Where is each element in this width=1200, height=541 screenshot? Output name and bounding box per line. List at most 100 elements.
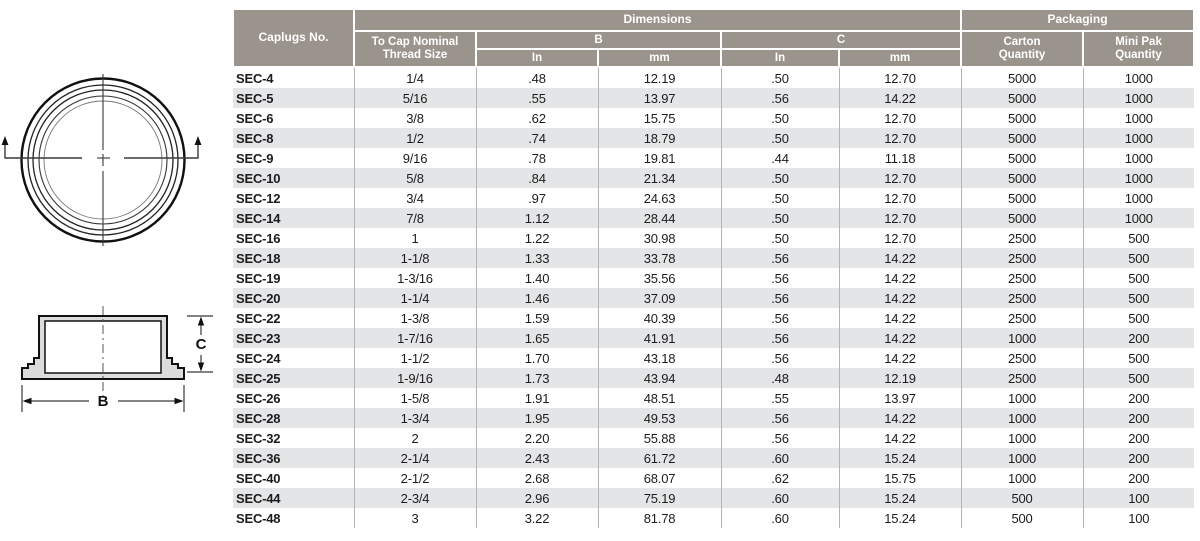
c-mm-cell: 15.24 (839, 508, 962, 528)
table-row: SEC-24 1-1/2 1.70 43.18.56 14.22 2500 500 (233, 348, 1195, 368)
b-mm-cell: 12.19 (598, 66, 722, 88)
thread-size-cell: 1/2 (354, 128, 477, 148)
table-row: SEC-9 9/16.78 19.81.44 11.18 5000 1000 (233, 148, 1195, 168)
c-mm-cell: 14.22 (839, 288, 962, 308)
mini-pak-quantity-cell: 200 (1083, 448, 1195, 468)
b-mm-cell: 15.75 (598, 108, 722, 128)
c-mm-cell: 12.19 (839, 368, 962, 388)
c-in-cell: .56 (721, 328, 840, 348)
b-in-cell: 1.22 (476, 228, 599, 248)
c-mm-cell: 15.75 (839, 468, 962, 488)
c-in-cell: .62 (721, 468, 840, 488)
thread-size-cell: 9/16 (354, 148, 477, 168)
caplugs-no-cell: SEC-4 (233, 66, 355, 88)
carton-quantity-cell: 2500 (961, 348, 1084, 368)
b-in-cell: 1.40 (476, 268, 599, 288)
b-in-cell: 2.96 (476, 488, 599, 508)
mini-pak-quantity-cell: 1000 (1083, 66, 1195, 88)
b-in-cell: 1.91 (476, 388, 599, 408)
c-in-cell: .56 (721, 428, 840, 448)
carton-quantity-cell: 5000 (961, 208, 1084, 228)
carton-quantity-cell: 1000 (961, 408, 1084, 428)
spec-table: Caplugs No. Dimensions Packaging To Cap … (232, 8, 1196, 528)
b-mm-cell: 49.53 (598, 408, 722, 428)
c-in-cell: .56 (721, 88, 840, 108)
caplugs-no-cell: SEC-36 (233, 448, 355, 468)
caplugs-no-cell: SEC-8 (233, 128, 355, 148)
b-in-cell: 2.68 (476, 468, 599, 488)
b-in-cell: .55 (476, 88, 599, 108)
mini-pak-quantity-cell: 500 (1083, 348, 1195, 368)
b-mm-cell: 19.81 (598, 148, 722, 168)
carton-quantity-cell: 2500 (961, 288, 1084, 308)
header-thread-size: To Cap Nominal Thread Size (353, 30, 477, 68)
c-in-cell: .56 (721, 408, 840, 428)
c-mm-cell: 15.24 (839, 488, 962, 508)
caplugs-no-cell: SEC-24 (233, 348, 355, 368)
caplugs-no-cell: SEC-40 (233, 468, 355, 488)
c-in-cell: .55 (721, 388, 840, 408)
header-carton-line2: Quantity (998, 49, 1046, 61)
c-mm-cell: 12.70 (839, 168, 962, 188)
up-arrowhead-icon (194, 136, 202, 145)
caplugs-no-cell: SEC-25 (233, 368, 355, 388)
c-in-cell: .60 (721, 488, 840, 508)
c-in-cell: .50 (721, 208, 840, 228)
carton-quantity-cell: 5000 (961, 128, 1084, 148)
b-in-cell: 1.73 (476, 368, 599, 388)
mini-pak-quantity-cell: 500 (1083, 248, 1195, 268)
cap-technical-drawing: C B (1, 74, 213, 412)
c-in-cell: .48 (721, 368, 840, 388)
table-row: SEC-16 1 1.22 30.98.50 12.70 2500 500 (233, 228, 1195, 248)
caplugs-no-cell: SEC-19 (233, 268, 355, 288)
b-mm-cell: 61.72 (598, 448, 722, 468)
c-mm-cell: 12.70 (839, 188, 962, 208)
thread-size-cell: 3 (354, 508, 477, 528)
caplugs-no-cell: SEC-5 (233, 88, 355, 108)
carton-quantity-cell: 5000 (961, 168, 1084, 188)
header-mini-pak-quantity: Mini Pak Quantity (1082, 30, 1196, 68)
thread-size-cell: 2-1/4 (354, 448, 477, 468)
b-in-cell: 1.70 (476, 348, 599, 368)
c-mm-cell: 12.70 (839, 128, 962, 148)
table-row: SEC-36 2-1/4 2.43 61.72.60 15.24 1000 200 (233, 448, 1195, 468)
thread-size-cell: 5/8 (354, 168, 477, 188)
mini-pak-quantity-cell: 500 (1083, 288, 1195, 308)
table-row: SEC-10 5/8.84 21.34.50 12.70 5000 1000 (233, 168, 1195, 188)
table-header: Caplugs No. Dimensions Packaging To Cap … (232, 8, 1196, 68)
header-packaging: Packaging (960, 8, 1196, 32)
mini-pak-quantity-cell: 200 (1083, 468, 1195, 488)
mini-pak-quantity-cell: 200 (1083, 388, 1195, 408)
right-arrowhead-icon (174, 397, 184, 405)
thread-size-cell: 2-1/2 (354, 468, 477, 488)
caplugs-no-cell: SEC-14 (233, 208, 355, 228)
mini-pak-quantity-cell: 100 (1083, 508, 1195, 528)
top-view-drawing (1, 74, 202, 246)
b-mm-cell: 40.39 (598, 308, 722, 328)
carton-quantity-cell: 1000 (961, 328, 1084, 348)
mini-pak-quantity-cell: 1000 (1083, 88, 1195, 108)
table-row: SEC-6 3/8.62 15.75.50 12.70 5000 1000 (233, 108, 1195, 128)
b-in-cell: 1.65 (476, 328, 599, 348)
table-row: SEC-5 5/16.55 13.97.56 14.22 5000 1000 (233, 88, 1195, 108)
c-in-cell: .56 (721, 268, 840, 288)
c-mm-cell: 12.70 (839, 208, 962, 228)
header-c-in: In (720, 48, 840, 68)
table-row: SEC-8 1/2.74 18.79.50 12.70 5000 1000 (233, 128, 1195, 148)
thread-size-cell: 1 (354, 228, 477, 248)
carton-quantity-cell: 2500 (961, 248, 1084, 268)
table-row: SEC-40 2-1/2 2.68 68.07.62 15.75 1000 200 (233, 468, 1195, 488)
mini-pak-quantity-cell: 100 (1083, 488, 1195, 508)
table-row: SEC-19 1-3/16 1.40 35.56.56 14.22 2500 500 (233, 268, 1195, 288)
carton-quantity-cell: 1000 (961, 388, 1084, 408)
thread-size-cell: 1-5/8 (354, 388, 477, 408)
c-in-cell: .60 (721, 508, 840, 528)
mini-pak-quantity-cell: 1000 (1083, 168, 1195, 188)
b-mm-cell: 81.78 (598, 508, 722, 528)
c-in-cell: .44 (721, 148, 840, 168)
c-in-cell: .50 (721, 108, 840, 128)
table-row: SEC-18 1-1/8 1.33 33.78.56 14.22 2500 500 (233, 248, 1195, 268)
thread-size-cell: 7/8 (354, 208, 477, 228)
mini-pak-quantity-cell: 200 (1083, 408, 1195, 428)
